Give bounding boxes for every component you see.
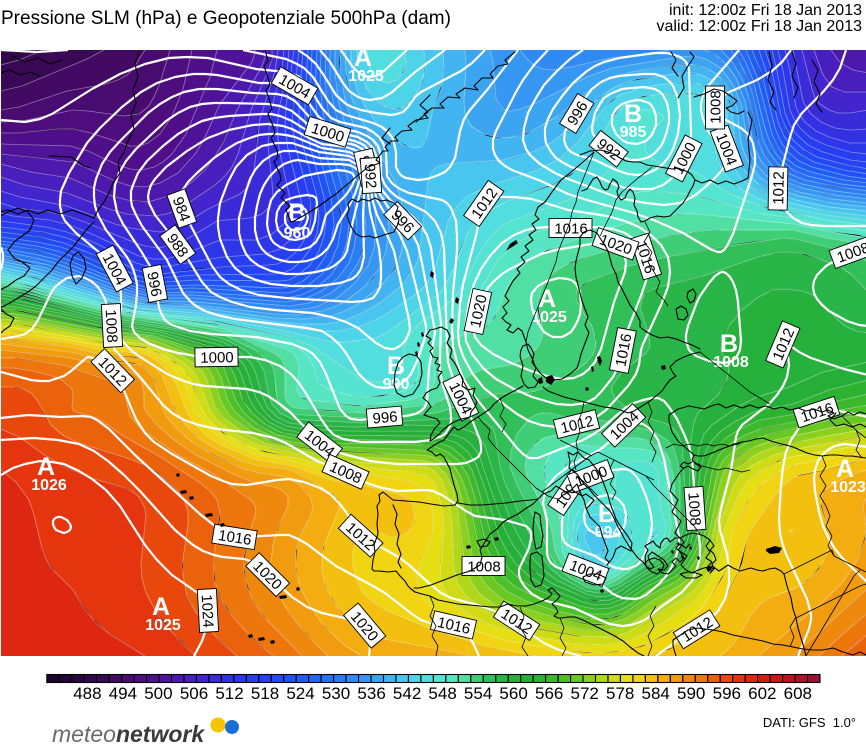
svg-text:494: 494 <box>109 684 137 703</box>
svg-text:1016: 1016 <box>217 527 253 549</box>
svg-text:A: A <box>354 50 372 72</box>
svg-text:1023: 1023 <box>830 479 866 496</box>
svg-text:1025: 1025 <box>348 68 384 85</box>
svg-text:518: 518 <box>251 684 279 703</box>
svg-text:A: A <box>37 453 55 481</box>
svg-text:1000: 1000 <box>200 349 234 367</box>
svg-text:608: 608 <box>784 684 812 703</box>
svg-text:B: B <box>624 100 642 128</box>
svg-text:996: 996 <box>143 270 164 298</box>
svg-text:500: 500 <box>144 684 172 703</box>
svg-text:1025: 1025 <box>145 617 181 634</box>
svg-text:1008: 1008 <box>684 492 703 526</box>
svg-text:1008: 1008 <box>102 309 121 343</box>
svg-text:994: 994 <box>595 524 622 541</box>
svg-text:1012: 1012 <box>770 171 788 205</box>
svg-text:566: 566 <box>535 684 563 703</box>
svg-text:530: 530 <box>322 684 350 703</box>
svg-text:506: 506 <box>180 684 208 703</box>
svg-text:B: B <box>720 330 738 358</box>
svg-text:554: 554 <box>464 684 492 703</box>
svg-text:560: 560 <box>499 684 527 703</box>
svg-text:985: 985 <box>620 124 647 141</box>
svg-text:572: 572 <box>571 684 599 703</box>
svg-text:536: 536 <box>357 684 385 703</box>
svg-text:548: 548 <box>428 684 456 703</box>
svg-text:578: 578 <box>606 684 634 703</box>
svg-text:602: 602 <box>748 684 776 703</box>
svg-text:596: 596 <box>713 684 741 703</box>
svg-text:1025: 1025 <box>531 309 567 326</box>
svg-text:A: A <box>836 455 854 483</box>
svg-text:1008: 1008 <box>708 90 725 123</box>
svg-text:1024: 1024 <box>198 594 217 628</box>
svg-text:A: A <box>152 593 170 621</box>
svg-text:524: 524 <box>286 684 314 703</box>
svg-text:1016: 1016 <box>612 332 635 368</box>
svg-text:1020: 1020 <box>467 293 491 329</box>
svg-text:A: A <box>538 285 556 313</box>
svg-text:542: 542 <box>393 684 421 703</box>
svg-text:990: 990 <box>383 376 410 393</box>
svg-text:584: 584 <box>642 684 670 703</box>
svg-text:488: 488 <box>73 684 101 703</box>
svg-text:960: 960 <box>284 225 311 242</box>
svg-text:B: B <box>387 352 405 380</box>
svg-text:1026: 1026 <box>31 477 67 494</box>
svg-text:B: B <box>288 199 306 227</box>
svg-text:1008: 1008 <box>467 559 500 576</box>
svg-text:992: 992 <box>361 163 380 189</box>
svg-text:590: 590 <box>677 684 705 703</box>
svg-text:1008: 1008 <box>713 354 749 371</box>
svg-text:1016: 1016 <box>554 221 587 238</box>
svg-text:996: 996 <box>372 408 398 427</box>
svg-text:512: 512 <box>215 684 243 703</box>
